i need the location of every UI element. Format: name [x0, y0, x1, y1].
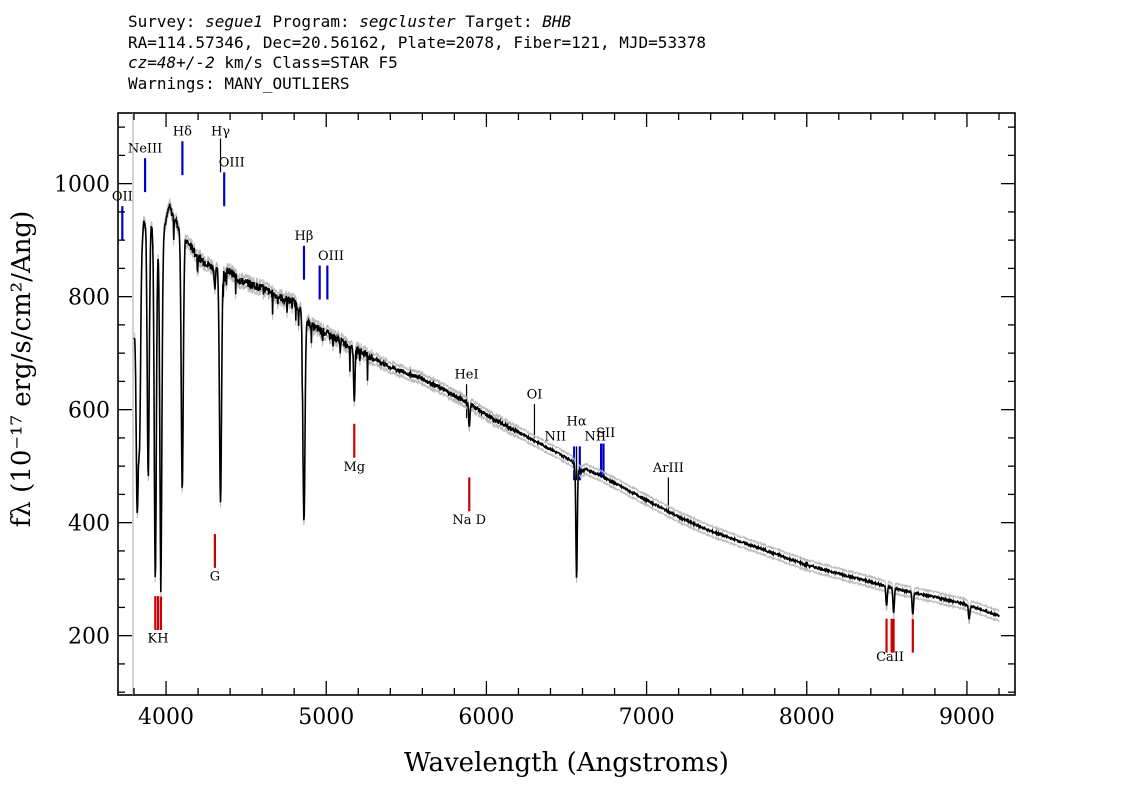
- x-axis-title: Wavelength (Angstroms): [404, 748, 729, 778]
- line-marker-label: OI: [527, 387, 543, 402]
- line-marker-label: Mg: [343, 460, 365, 475]
- spectrum-series: [133, 198, 1000, 625]
- survey-value: segue1: [205, 12, 263, 31]
- spectrum-line: [133, 203, 1000, 620]
- line-marker-label: CaII: [876, 650, 904, 665]
- target-value: BHB: [542, 12, 572, 31]
- spectrum-header: Survey: segue1 Program: segcluster Targe…: [128, 12, 706, 94]
- line-marker-label: Hγ: [211, 125, 230, 140]
- header-line-3: cz=48+/-2 km/s Class=STAR F5: [128, 53, 706, 74]
- target-label: Target:: [465, 12, 533, 31]
- y-axis-title: fλ (10⁻¹⁷ erg/s/cm²/Ang): [7, 211, 37, 527]
- x-tick-label: 4000: [138, 705, 194, 730]
- x-tick-label: 9000: [939, 705, 995, 730]
- header-line-2: RA=114.57346, Dec=20.56162, Plate=2078, …: [128, 32, 706, 52]
- line-marker-label: HeI: [454, 368, 478, 383]
- x-tick-label: 5000: [298, 705, 354, 730]
- line-marker-label: NeIII: [128, 142, 162, 157]
- line-marker-label: OIII: [318, 249, 344, 264]
- y-tick-label: 400: [68, 512, 110, 537]
- line-marker-label: NII: [544, 430, 566, 445]
- line-marker-label: SII: [596, 426, 615, 441]
- survey-label: Survey:: [128, 12, 196, 31]
- y-tick-label: 1000: [54, 173, 110, 198]
- line-marker-label: Hδ: [173, 125, 192, 140]
- line-marker-label: Hβ: [295, 229, 314, 244]
- y-tick-label: 800: [68, 286, 110, 311]
- line-marker-label: KH: [148, 631, 169, 646]
- program-label: Program:: [272, 12, 350, 31]
- program-value: segcluster: [359, 12, 456, 31]
- header-line-4: Warnings: MANY_OUTLIERS: [128, 73, 350, 93]
- line-marker-label: OIII: [219, 156, 245, 171]
- line-marker-label: OII: [112, 190, 133, 205]
- x-tick-label: 7000: [619, 705, 675, 730]
- y-tick-label: 200: [68, 625, 110, 650]
- header-line-1: Survey: segue1 Program: segcluster Targe…: [128, 12, 706, 33]
- line-marker-label: G: [210, 569, 220, 584]
- axes: 4000 5000 6000 7000 8000 9000 200 400 600 800 1000: [54, 112, 1016, 730]
- line-marker-label: NII: [585, 430, 607, 445]
- x-tick-label: 8000: [779, 705, 835, 730]
- redshift-value: cz=48+/-2: [128, 53, 215, 72]
- x-tick-label: 6000: [458, 705, 514, 730]
- class-value: km/s Class=STAR F5: [214, 53, 398, 72]
- line-markers: OIINeIIIHδHγOIIIHβOIIIOIIIHeIOINIIHαNIIN…: [112, 125, 914, 665]
- plot-frame: [117, 112, 1016, 696]
- line-marker-label: Hα: [567, 414, 587, 429]
- error-band-upper: [133, 198, 1000, 615]
- y-tick-label: 600: [68, 399, 110, 424]
- line-marker-label: ArIII: [652, 461, 684, 476]
- line-marker-label: Na D: [452, 513, 486, 528]
